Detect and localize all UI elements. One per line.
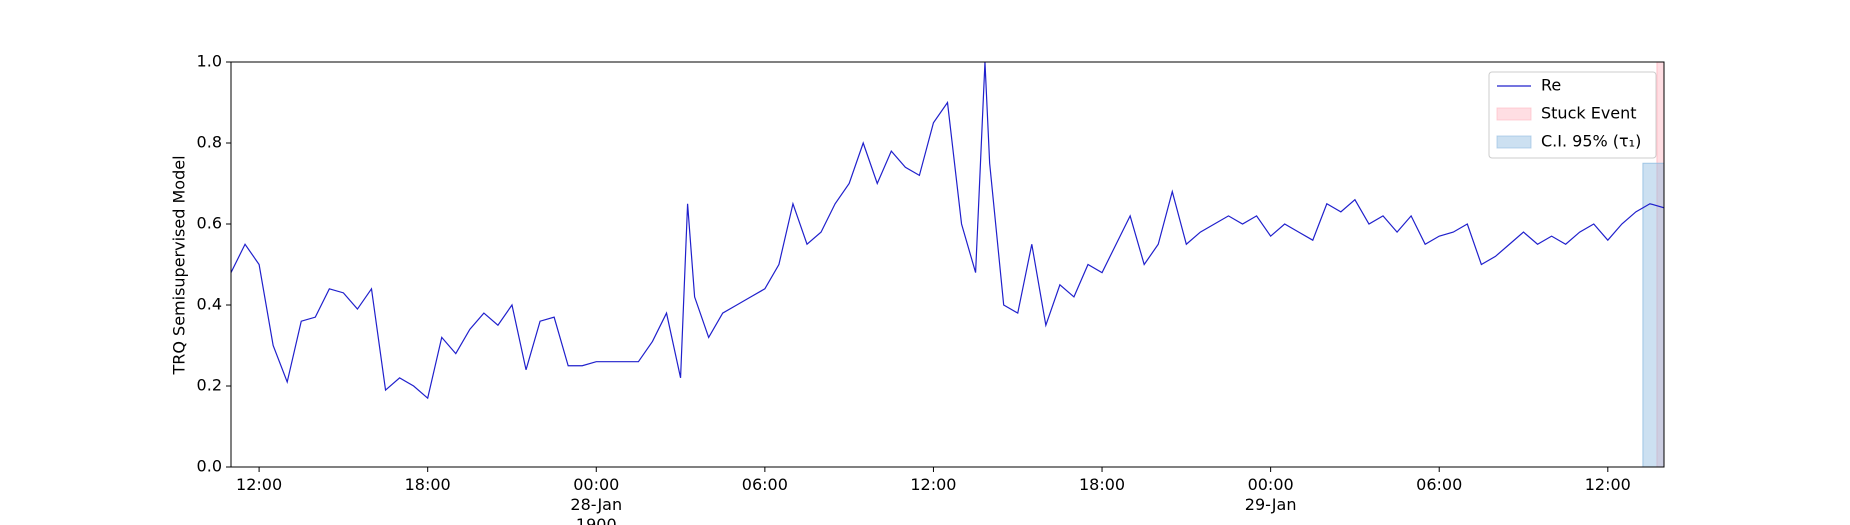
x-tick-label: 12:00 (236, 475, 283, 494)
legend-label: Stuck Event (1541, 104, 1637, 123)
y-tick-label: 0.2 (197, 376, 222, 395)
y-tick-label: 1.0 (197, 52, 222, 71)
y-tick-label: 0.0 (197, 457, 222, 476)
y-tick-label: 0.4 (197, 295, 222, 314)
x-tick-label: 06:00 (741, 475, 788, 494)
legend-patch (1496, 135, 1532, 149)
y-tick-label: 0.8 (197, 133, 222, 152)
x-tick-label: 18:00 (1078, 475, 1126, 494)
y-tick-label: 0.6 (197, 214, 222, 233)
x-tick-label: 18:00 (404, 475, 451, 494)
x-tick-label: 00:00 29-Jan (1244, 475, 1297, 514)
line (231, 62, 1664, 400)
x-tick-label: 06:00 (1416, 475, 1463, 494)
x-tick-label: 12:00 (1584, 475, 1631, 494)
span (1642, 162, 1665, 468)
legend-label: Re (1541, 76, 1561, 95)
legend-label: C.I. 95% (τ₁) (1541, 132, 1641, 151)
legend-patch (1496, 107, 1532, 121)
plot-frame (230, 61, 1665, 468)
x-tick-label: 00:00 28-Jan 1900 (570, 475, 623, 525)
x-tick-label: 12:00 (910, 475, 957, 494)
y-axis-label: TRQ Semisupervised Model (170, 155, 189, 375)
